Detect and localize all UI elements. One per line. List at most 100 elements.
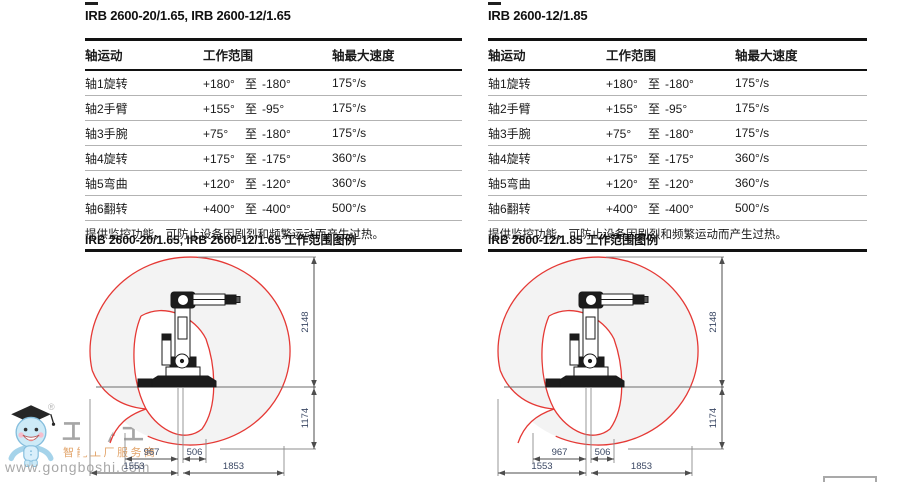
axis-motion-cell: 轴1旋转 — [85, 70, 203, 96]
max-speed-cell: 175°/s — [735, 70, 867, 96]
diagram-caption-left: IRB 2600-20/1.65, IRB 2600-12/1.65 工作范围图… — [85, 233, 357, 247]
range-to: -95° — [665, 101, 688, 116]
table-row: 轴4旋转 +175° 至 -175° 360°/s — [488, 145, 867, 171]
working-range-cell: +120° 至 -120° — [606, 170, 735, 196]
table-row: 轴2手臂 +155° 至 -95° 175°/s — [488, 95, 867, 121]
range-to: -180° — [665, 126, 694, 141]
max-speed-cell: 500°/s — [332, 195, 462, 221]
axis-motion-cell: 轴4旋转 — [488, 145, 606, 171]
model-title-right: IRB 2600-12/1.85 — [488, 8, 588, 23]
table-row: 轴1旋转 +180° 至 -180° 175°/s — [85, 70, 462, 96]
range-from: +180° — [203, 76, 235, 91]
range-conjunction: 至 — [648, 76, 661, 91]
axis-spec-table-left: 轴运动 工作范围 轴最大速度 轴1旋转 +180° 至 -180° 175°/s 轴… — [85, 38, 462, 252]
section-dash — [85, 2, 98, 5]
section-dash — [488, 2, 501, 5]
range-from: +120° — [203, 176, 235, 191]
max-speed-cell: 175°/s — [332, 120, 462, 146]
range-from: +175° — [606, 151, 638, 166]
max-speed-cell: 175°/s — [735, 120, 867, 146]
max-speed-cell: 360°/s — [735, 145, 867, 171]
working-range-cell: +400° 至 -400° — [606, 195, 735, 221]
table-row: 轴2手臂 +155° 至 -95° 175°/s — [85, 95, 462, 121]
watermark: ® 工博士 智能工厂服务商 www.gongboshi.com — [2, 400, 182, 480]
monitoring-note: 提供监控功能，可防止设备因剧烈和频繁运动而产生过热。 — [488, 220, 867, 252]
model-title-left: IRB 2600-20/1.65, IRB 2600-12/1.65 — [85, 8, 291, 23]
work-range-diagram-right — [488, 256, 726, 477]
table-row: 轴3手腕 +75° 至 -180° 175°/s — [488, 120, 867, 146]
axis-spec-table-right: 轴运动 工作范围 轴最大速度 轴1旋转 +180° 至 -180° 175°/s 轴… — [488, 38, 867, 252]
working-range-cell: +75° 至 -180° — [606, 120, 735, 146]
axis-motion-cell: 轴2手臂 — [488, 95, 606, 121]
diagram-caption-right: IRB 2600-12/1.85 工作范围图例 — [488, 233, 659, 247]
footer-partial-box — [823, 476, 877, 482]
table-note-row: 提供监控功能，可防止设备因剧烈和频繁运动而产生过热。 — [85, 220, 462, 252]
axis-motion-cell: 轴5弯曲 — [488, 170, 606, 196]
range-from: +75° — [606, 126, 632, 141]
range-from: +75° — [203, 126, 229, 141]
col-header-max-speed: 轴最大速度 — [735, 39, 867, 71]
max-speed-cell: 175°/s — [332, 95, 462, 121]
range-from: +400° — [606, 201, 638, 216]
table-row: 轴5弯曲 +120° 至 -120° 360°/s — [85, 170, 462, 196]
range-conjunction: 至 — [648, 176, 661, 191]
range-conjunction: 至 — [245, 151, 258, 166]
working-range-cell: +175° 至 -175° — [203, 145, 332, 171]
range-to: -120° — [665, 176, 694, 191]
range-conjunction: 至 — [245, 101, 258, 116]
range-conjunction: 至 — [648, 151, 661, 166]
monitoring-note: 提供监控功能，可防止设备因剧烈和频繁运动而产生过热。 — [85, 220, 462, 252]
max-speed-cell: 175°/s — [332, 70, 462, 96]
range-to: -180° — [665, 76, 694, 91]
col-header-axis-motion: 轴运动 — [488, 39, 606, 71]
range-conjunction: 至 — [245, 201, 258, 216]
table-row: 轴6翻转 +400° 至 -400° 500°/s — [488, 195, 867, 221]
axis-motion-cell: 轴6翻转 — [488, 195, 606, 221]
table-row: 轴4旋转 +175° 至 -175° 360°/s — [85, 145, 462, 171]
range-to: -175° — [262, 151, 291, 166]
working-range-cell: +155° 至 -95° — [203, 95, 332, 121]
axis-motion-cell: 轴3手腕 — [85, 120, 203, 146]
axis-motion-cell: 轴6翻转 — [85, 195, 203, 221]
table-row: 轴6翻转 +400° 至 -400° 500°/s — [85, 195, 462, 221]
range-from: +120° — [606, 176, 638, 191]
table-header-row: 轴运动 工作范围 轴最大速度 — [488, 39, 867, 71]
max-speed-cell: 175°/s — [735, 95, 867, 121]
working-range-cell: +180° 至 -180° — [606, 70, 735, 96]
range-from: +155° — [203, 101, 235, 116]
range-from: +400° — [203, 201, 235, 216]
table-row: 轴1旋转 +180° 至 -180° 175°/s — [488, 70, 867, 96]
col-header-axis-motion: 轴运动 — [85, 39, 203, 71]
working-range-cell: +75° 至 -180° — [203, 120, 332, 146]
max-speed-cell: 500°/s — [735, 195, 867, 221]
table-note-row: 提供监控功能，可防止设备因剧烈和频繁运动而产生过热。 — [488, 220, 867, 252]
watermark-url: www.gongboshi.com — [5, 459, 151, 475]
range-to: -400° — [262, 201, 291, 216]
range-to: -400° — [665, 201, 694, 216]
range-from: +175° — [203, 151, 235, 166]
range-conjunction: 至 — [648, 101, 661, 116]
axis-motion-cell: 轴2手臂 — [85, 95, 203, 121]
col-header-working-range: 工作范围 — [203, 39, 332, 71]
range-to: -175° — [665, 151, 694, 166]
range-conjunction: 至 — [245, 176, 258, 191]
working-range-cell: +180° 至 -180° — [203, 70, 332, 96]
range-from: +180° — [606, 76, 638, 91]
axis-motion-cell: 轴4旋转 — [85, 145, 203, 171]
range-conjunction: 至 — [245, 76, 258, 91]
working-range-cell: +400° 至 -400° — [203, 195, 332, 221]
range-conjunction: 至 — [648, 126, 661, 141]
table-row: 轴5弯曲 +120° 至 -120° 360°/s — [488, 170, 867, 196]
axis-motion-cell: 轴5弯曲 — [85, 170, 203, 196]
working-range-cell: +155° 至 -95° — [606, 95, 735, 121]
axis-motion-cell: 轴1旋转 — [488, 70, 606, 96]
max-speed-cell: 360°/s — [332, 170, 462, 196]
range-conjunction: 至 — [245, 126, 258, 141]
col-header-working-range: 工作范围 — [606, 39, 735, 71]
registered-mark: ® — [48, 402, 55, 412]
working-range-cell: +120° 至 -120° — [203, 170, 332, 196]
col-header-max-speed: 轴最大速度 — [332, 39, 462, 71]
range-from: +155° — [606, 101, 638, 116]
max-speed-cell: 360°/s — [735, 170, 867, 196]
